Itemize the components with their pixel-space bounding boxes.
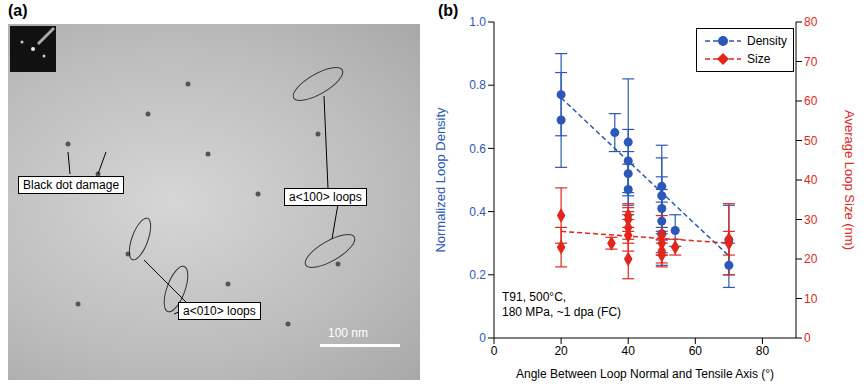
svg-text:Average Loop Size (nm): Average Loop Size (nm) <box>842 110 857 250</box>
svg-text:80: 80 <box>804 15 818 29</box>
svg-text:30: 30 <box>804 213 818 227</box>
svg-text:70: 70 <box>804 55 818 69</box>
svg-text:0.6: 0.6 <box>469 142 486 156</box>
svg-text:50: 50 <box>804 134 818 148</box>
html-text:180 MPa, ~1 dpa (FC): 180 MPa, ~1 dpa (FC) <box>502 305 622 319</box>
svg-text:1.0: 1.0 <box>469 15 486 29</box>
svg-text:0: 0 <box>491 344 498 358</box>
html-text:a<100> loops: a<100> loops <box>289 190 362 204</box>
svg-text:Normalized Loop Density: Normalized Loop Density <box>433 107 448 253</box>
svg-text:0.2: 0.2 <box>469 268 486 282</box>
html-text:Black dot damage: Black dot damage <box>23 178 120 192</box>
html-text:Size: Size <box>747 52 771 66</box>
svg-text:0.4: 0.4 <box>469 205 486 219</box>
svg-text:0.8: 0.8 <box>469 78 486 92</box>
html-text:(a): (a) <box>8 2 28 19</box>
svg-text:60: 60 <box>689 344 703 358</box>
html-text:a<010> loops: a<010> loops <box>183 304 256 318</box>
svg-text:10: 10 <box>804 292 818 306</box>
svg-text:0: 0 <box>804 331 811 345</box>
svg-text:20: 20 <box>804 252 818 266</box>
svg-text:20: 20 <box>554 344 568 358</box>
svg-text:0: 0 <box>479 331 486 345</box>
svg-text:80: 80 <box>756 344 770 358</box>
html-text:(b): (b) <box>438 2 459 19</box>
svg-text:40: 40 <box>622 344 636 358</box>
svg-text:40: 40 <box>804 173 818 187</box>
html-text:Density: Density <box>747 34 787 48</box>
html-text:T91, 500°C,: T91, 500°C, <box>502 290 567 304</box>
svg-text:Angle Between Loop Normal and: Angle Between Loop Normal and Tensile Ax… <box>516 367 774 381</box>
html-text:100 nm: 100 nm <box>328 326 368 340</box>
svg-text:60: 60 <box>804 94 818 108</box>
